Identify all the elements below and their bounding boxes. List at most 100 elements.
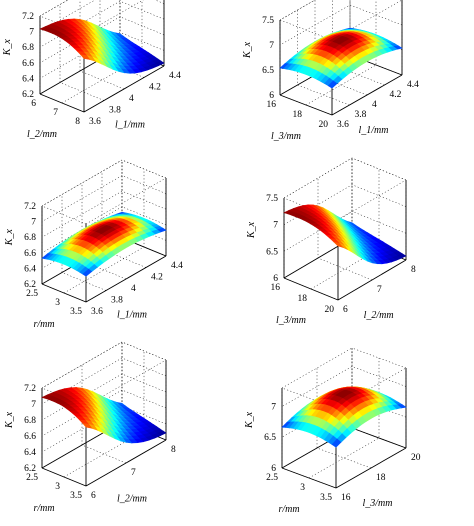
z-tick-label: 6.6 — [22, 59, 34, 69]
x-tick-label: 2.5 — [26, 473, 38, 483]
y-axis-label: l_1/mm — [359, 125, 389, 136]
x-ticks: 2.5 3 3.5 — [266, 473, 332, 503]
x-tick-label: 3 — [55, 482, 60, 492]
z-ticks: 6 6.5 7 7.5 — [266, 194, 278, 284]
z-tick-label: 7 — [273, 221, 278, 231]
z-ticks: 6.2 6.4 6.6 6.8 7 7.2 — [24, 384, 36, 474]
y-tick-label: 3.8 — [355, 110, 367, 120]
z-ticks: 66.57 — [264, 403, 276, 475]
y-tick-label: 8 — [411, 265, 416, 275]
y-ticks: 3.6 3.8 4 4.2 4.4 — [89, 71, 181, 127]
x-axis-label: l_3/mm — [276, 315, 306, 326]
x-tick-label: 18 — [293, 110, 303, 120]
y-axis-label: l_2/mm — [364, 310, 394, 321]
surface — [39, 18, 165, 74]
y-tick-label: 4.4 — [407, 80, 419, 90]
y-tick-label: 18 — [376, 473, 386, 483]
z-tick-label: 6.2 — [24, 464, 36, 474]
z-axis-label: K_x — [242, 41, 253, 59]
surface-patch — [82, 423, 93, 429]
y-axis-label: l_3/mm — [363, 498, 393, 509]
y-tick-label: 20 — [411, 453, 421, 463]
z-tick-label: 6.2 — [24, 280, 36, 290]
y-tick-label: 7 — [131, 468, 136, 478]
y-tick-label: 3.8 — [111, 296, 123, 306]
y-tick-label: 4.4 — [171, 261, 183, 271]
panel-3: 6.2 6.4 6.6 6.8 7 7.2 2.5 3 3.5 3.6 3.8 4 4.2 4.4 K_xr… — [4, 159, 183, 330]
z-tick-label: 6.6 — [24, 432, 36, 442]
y-axis-label: l_2/mm — [117, 493, 147, 504]
z-tick-label: 7.5 — [262, 16, 274, 26]
surface-patch — [327, 80, 338, 89]
x-tick-label: 16 — [271, 283, 281, 293]
y-tick-label: 3.6 — [91, 307, 103, 317]
surface — [279, 27, 403, 89]
z-tick-label: 6.8 — [24, 233, 36, 243]
surface — [41, 386, 167, 444]
x-tick-label: 20 — [325, 305, 335, 315]
surface-patch — [82, 268, 93, 277]
surface — [41, 211, 167, 277]
y-tick-label: 7 — [377, 285, 382, 295]
x-tick-label: 3 — [300, 483, 305, 493]
z-tick-label: 6.4 — [24, 264, 36, 274]
x-tick-label: 3.5 — [70, 491, 82, 501]
y-ticks: 6 7 8 — [343, 265, 416, 315]
z-tick-label: 6.8 — [24, 416, 36, 426]
surface-patch — [331, 438, 342, 448]
z-tick-label: 7.2 — [22, 12, 34, 22]
panel-1: 6.2 6.4 6.6 6.8 7 7.2 6 7 8 3.6 3.8 4 4.2 4.4 K_x l_2/m… — [2, 0, 181, 140]
x-tick-label: 2.5 — [26, 289, 38, 299]
z-axis-label: K_x — [4, 229, 15, 247]
x-tick-label: 8 — [75, 117, 80, 127]
y-ticks: 3.6 3.8 4 4.2 4.4 — [91, 261, 183, 317]
x-tick-label: 2.5 — [266, 473, 278, 483]
x-ticks: 2.5 3 3.5 — [26, 289, 82, 317]
x-axis-label: r/mm — [33, 319, 54, 330]
z-axis-label: K_x — [244, 411, 255, 429]
z-tick-label: 6 — [271, 464, 276, 474]
y-tick-label: 4.2 — [390, 90, 402, 100]
y-tick-label: 4 — [131, 284, 136, 294]
surface-patch — [80, 54, 91, 60]
x-axis-label: r/mm — [278, 504, 299, 515]
z-tick-label: 7.2 — [24, 202, 36, 212]
z-tick-label: 6.4 — [24, 448, 36, 458]
z-tick-label: 7 — [31, 400, 36, 410]
x-tick-label: 20 — [319, 120, 329, 130]
surface — [281, 386, 407, 448]
y-tick-label: 16 — [341, 493, 351, 503]
z-tick-label: 7 — [269, 41, 274, 51]
z-tick-label: 6.5 — [266, 247, 278, 257]
z-tick-label: 6.2 — [22, 90, 34, 100]
y-ticks: 16 18 20 — [341, 453, 421, 503]
panel-4: 6 6.5 7 7.5 16 18 20 6 7 8 K_x l_3/mm l_2/mm — [246, 157, 416, 326]
z-tick-label: 6.5 — [264, 433, 276, 443]
x-ticks: 6 7 8 — [31, 99, 80, 127]
x-axis-label: l_2/mm — [27, 129, 57, 140]
x-tick-label: 7 — [53, 108, 58, 118]
panel-5: 6.2 6.4 6.6 6.8 7 7.2 2.5 3 3.5 6 7 8 K_x r/mm l_2/mm — [4, 341, 176, 514]
panel-2: 6 6.5 7 7.5 16 18 20 3.6 3.8 4 4.2 4.4 K_x l_3/mm l_1/… — [242, 0, 419, 142]
x-tick-label: 3 — [55, 298, 60, 308]
y-tick-label: 4.2 — [149, 83, 161, 93]
surface-patch — [333, 241, 344, 248]
z-tick-label: 7 — [29, 28, 34, 38]
y-tick-label: 3.8 — [109, 106, 121, 116]
y-ticks: 6 7 8 — [91, 445, 176, 501]
z-ticks: 6.2 6.4 6.6 6.8 7 7.2 — [24, 202, 36, 290]
y-tick-label: 6 — [91, 491, 96, 501]
z-tick-label: 6.8 — [22, 43, 34, 53]
y-ticks: 3.6 3.8 4 4.2 4.4 — [337, 80, 419, 130]
z-axis-label: K_x — [246, 221, 257, 239]
z-ticks: 6.2 6.4 6.6 6.8 7 7.2 — [22, 12, 34, 100]
y-tick-label: 4 — [372, 100, 377, 110]
y-tick-label: 3.6 — [89, 117, 101, 127]
x-tick-label: 18 — [298, 294, 308, 304]
z-tick-label: 6 — [273, 274, 278, 284]
z-tick-label: 7.5 — [266, 194, 278, 204]
z-tick-label: 6.5 — [262, 66, 274, 76]
x-tick-label: 3.5 — [320, 493, 332, 503]
y-tick-label: 4 — [129, 94, 134, 104]
